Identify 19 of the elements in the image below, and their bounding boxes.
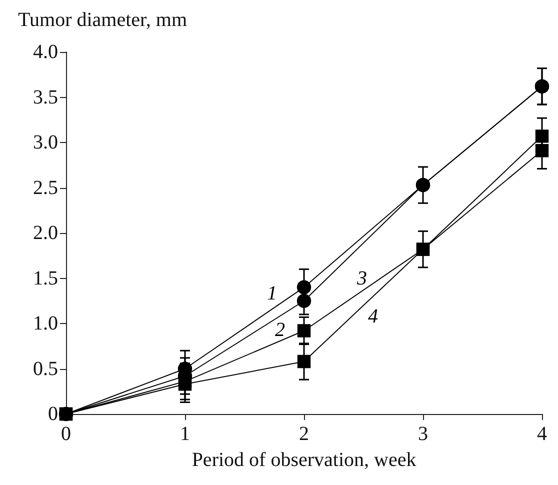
x-tick-label: 4 (537, 423, 547, 445)
series-label: 2 (275, 318, 285, 341)
y-tick-label: 4.0 (33, 41, 58, 63)
y-tick-label: 1.0 (33, 312, 58, 334)
y-tick-label: 3.0 (33, 132, 58, 154)
y-tick-label: 0.5 (33, 358, 58, 380)
series-label: 1 (267, 282, 277, 304)
x-tick-label: 1 (180, 423, 190, 445)
x-tick-label: 2 (299, 423, 309, 445)
y-tick-label: 2.5 (33, 176, 58, 199)
y-tick-label: 1.5 (33, 267, 58, 290)
y-axis-title: Tumor diameter, mm (18, 9, 188, 31)
x-tick-label: 3 (418, 423, 428, 445)
series-label: 3 (356, 268, 367, 290)
y-tick-label: 0 (48, 403, 58, 425)
y-tick-label: 3.5 (33, 86, 58, 108)
x-axis-title: Period of observation, week (192, 449, 416, 471)
series-label: 4 (368, 306, 378, 328)
y-tick-label: 2.0 (33, 222, 58, 244)
